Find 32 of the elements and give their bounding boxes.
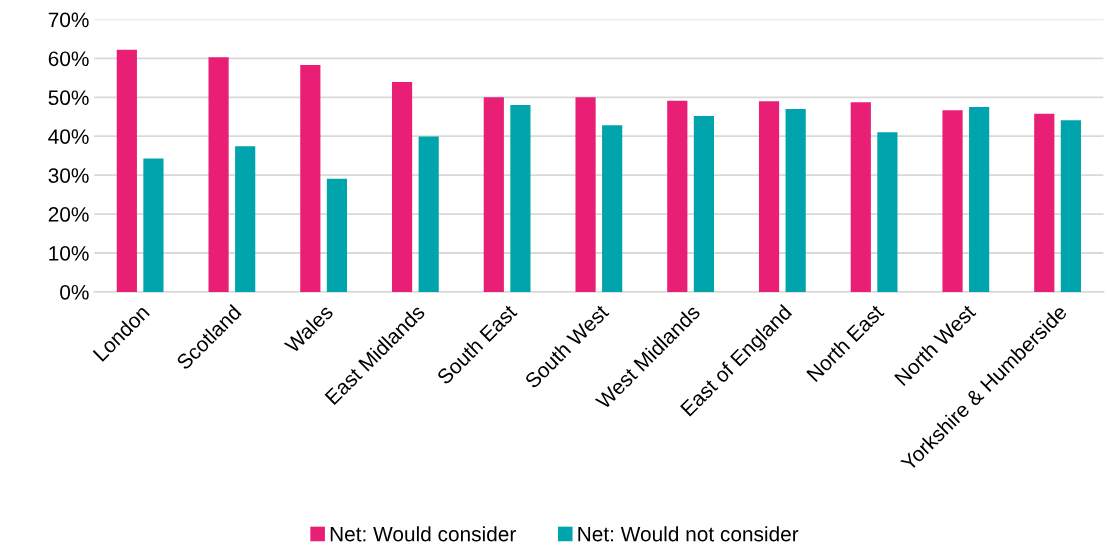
y-tick-label: 20%	[48, 207, 89, 222]
bar	[300, 65, 321, 292]
y-tick-label: 40%	[48, 129, 89, 144]
bar	[1060, 120, 1081, 292]
bar	[942, 110, 963, 292]
y-tick-label: 0%	[60, 284, 89, 300]
y-tick-label: 70%	[48, 12, 89, 28]
bar	[391, 82, 413, 292]
bar	[575, 97, 596, 292]
bar	[483, 97, 504, 292]
bar	[116, 49, 137, 292]
bar	[1034, 113, 1055, 292]
bar	[877, 132, 898, 292]
y-tick-label: 60%	[48, 51, 89, 67]
bar	[510, 105, 531, 292]
bar	[208, 57, 229, 292]
bar	[235, 146, 256, 292]
y-tick-label: 30%	[48, 168, 89, 183]
bar	[785, 108, 806, 292]
bar	[326, 178, 348, 292]
bar	[693, 115, 714, 292]
y-tick-label: 50%	[48, 90, 89, 106]
bar	[758, 101, 780, 292]
bar	[143, 158, 164, 292]
bar	[418, 136, 439, 292]
bar	[850, 102, 871, 292]
bar	[969, 107, 990, 292]
bar	[602, 125, 623, 292]
y-tick-label: 10%	[49, 245, 89, 261]
legend-label: Net: Would not consider	[578, 526, 799, 542]
bar	[667, 100, 688, 292]
legend-label: Net: Would consider	[330, 526, 516, 542]
